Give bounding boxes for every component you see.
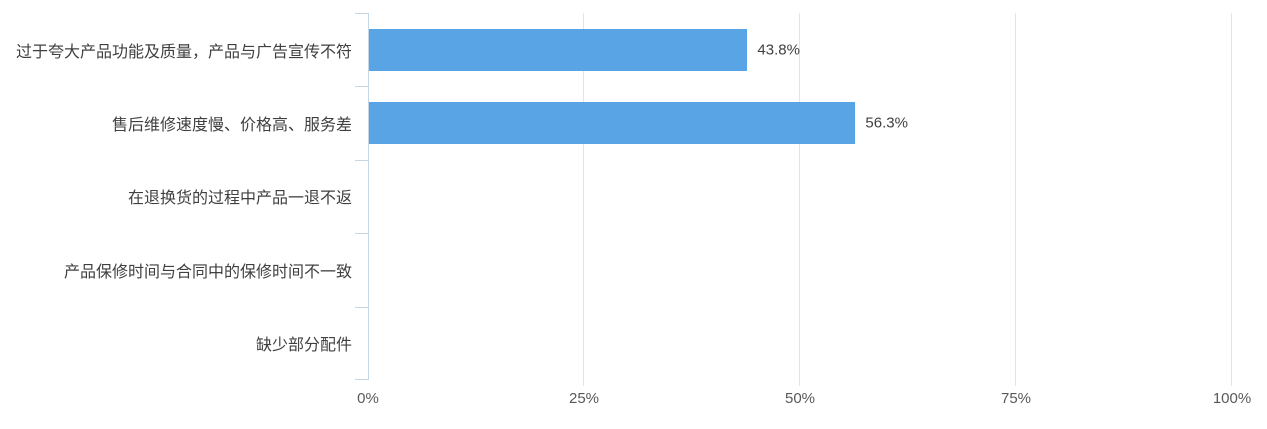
bar xyxy=(369,102,856,145)
y-axis-tick xyxy=(355,13,368,14)
gridline-75 xyxy=(1015,13,1016,386)
category-label: 缺少部分配件 xyxy=(255,337,352,355)
bar-value-label: 43.8% xyxy=(757,41,800,59)
y-axis-tick xyxy=(355,379,368,380)
y-axis-tick xyxy=(355,159,368,161)
gridline-25 xyxy=(583,13,584,386)
y-axis-tick xyxy=(355,86,368,88)
gridline-100 xyxy=(1231,13,1232,386)
x-axis-tick-label: 25% xyxy=(568,390,600,407)
chart-row: 产品保修时间与合同中的保修时间不一致 xyxy=(64,233,1232,306)
x-axis-tick-label: 0% xyxy=(357,390,379,407)
chart-row: 缺少部分配件 xyxy=(256,307,1232,380)
category-label: 产品保修时间与合同中的保修时间不一致 xyxy=(63,263,352,281)
plot-area: 0% 25% 50% 75% 100% 过于夸大产品功能及质量，产品与广告宣传不符 43.8… xyxy=(16,13,1251,407)
y-axis-line xyxy=(368,13,369,380)
category-label: 在退换货的过程中产品一退不返 xyxy=(127,190,352,208)
chart-row: 售后维修速度慢、价格高、服务差 56.3% xyxy=(112,86,1232,159)
bar xyxy=(369,28,748,71)
x-axis-tick-label: 75% xyxy=(1000,390,1032,407)
x-axis-tick-label: 50% xyxy=(784,390,816,407)
y-axis-tick xyxy=(355,306,368,308)
chart-row: 过于夸大产品功能及质量，产品与广告宣传不符 43.8% xyxy=(16,13,1232,86)
bar-value-label: 56.3% xyxy=(865,114,908,132)
y-axis-tick xyxy=(355,233,368,235)
x-axis-tick-label: 100% xyxy=(1212,390,1252,407)
chart-row: 在退换货的过程中产品一退不返 xyxy=(128,160,1232,233)
category-label: 过于夸大产品功能及质量，产品与广告宣传不符 xyxy=(15,43,352,61)
gridline-50 xyxy=(799,13,800,386)
category-label: 售后维修速度慢、价格高、服务差 xyxy=(111,117,352,135)
